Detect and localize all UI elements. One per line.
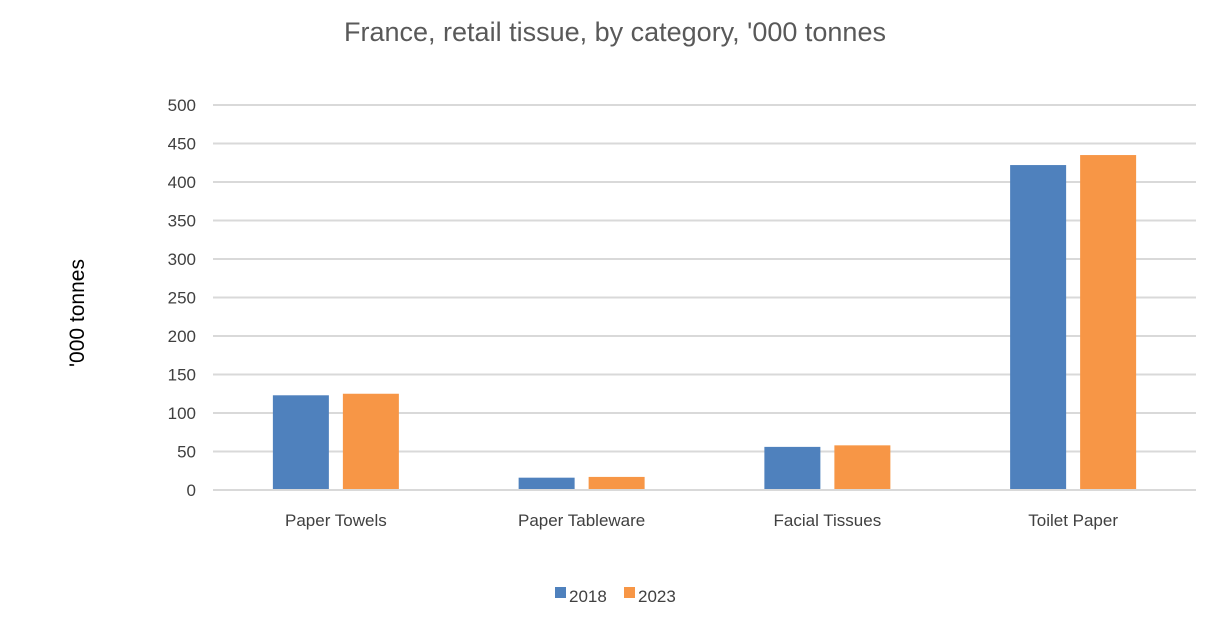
bars (272, 155, 1137, 491)
x-axis-categories: Paper Towels Paper Tableware Facial Tissue… (285, 511, 1118, 530)
x-category-label: Toilet Paper (1028, 511, 1118, 530)
y-tick-label: 0 (187, 481, 196, 500)
x-category-label: Facial Tissues (774, 511, 882, 530)
y-tick-label: 350 (168, 212, 196, 231)
legend-label: 2023 (638, 587, 676, 606)
y-tick-label: 150 (168, 366, 196, 385)
legend-label: 2018 (569, 587, 607, 606)
y-tick-label: 250 (168, 289, 196, 308)
bar-2018-2 (764, 446, 821, 490)
y-tick-label: 50 (177, 443, 196, 462)
legend-swatch-2023 (624, 587, 635, 598)
bar-2023-2 (834, 445, 891, 490)
x-category-label: Paper Towels (285, 511, 387, 530)
legend: 2018 2023 (555, 587, 676, 606)
y-tick-label: 200 (168, 327, 196, 346)
bar-2018-0 (272, 395, 329, 490)
y-axis-label: '000 tonnes (66, 259, 89, 367)
bar-2023-1 (588, 476, 645, 490)
legend-swatch-2018 (555, 587, 566, 598)
x-category-label: Paper Tableware (518, 511, 645, 530)
bar-2018-1 (518, 477, 575, 490)
bar-2023-0 (342, 393, 399, 490)
y-tick-label: 450 (168, 135, 196, 154)
y-axis-ticks: 0 50 100 150 200 250 300 350 400 450 500 (168, 96, 196, 500)
bar-2023-3 (1080, 155, 1137, 491)
y-tick-label: 400 (168, 173, 196, 192)
y-tick-label: 500 (168, 96, 196, 115)
y-tick-label: 100 (168, 404, 196, 423)
chart-title: France, retail tissue, by category, '000… (344, 17, 886, 47)
y-tick-label: 300 (168, 250, 196, 269)
bar-2018-3 (1010, 165, 1067, 490)
